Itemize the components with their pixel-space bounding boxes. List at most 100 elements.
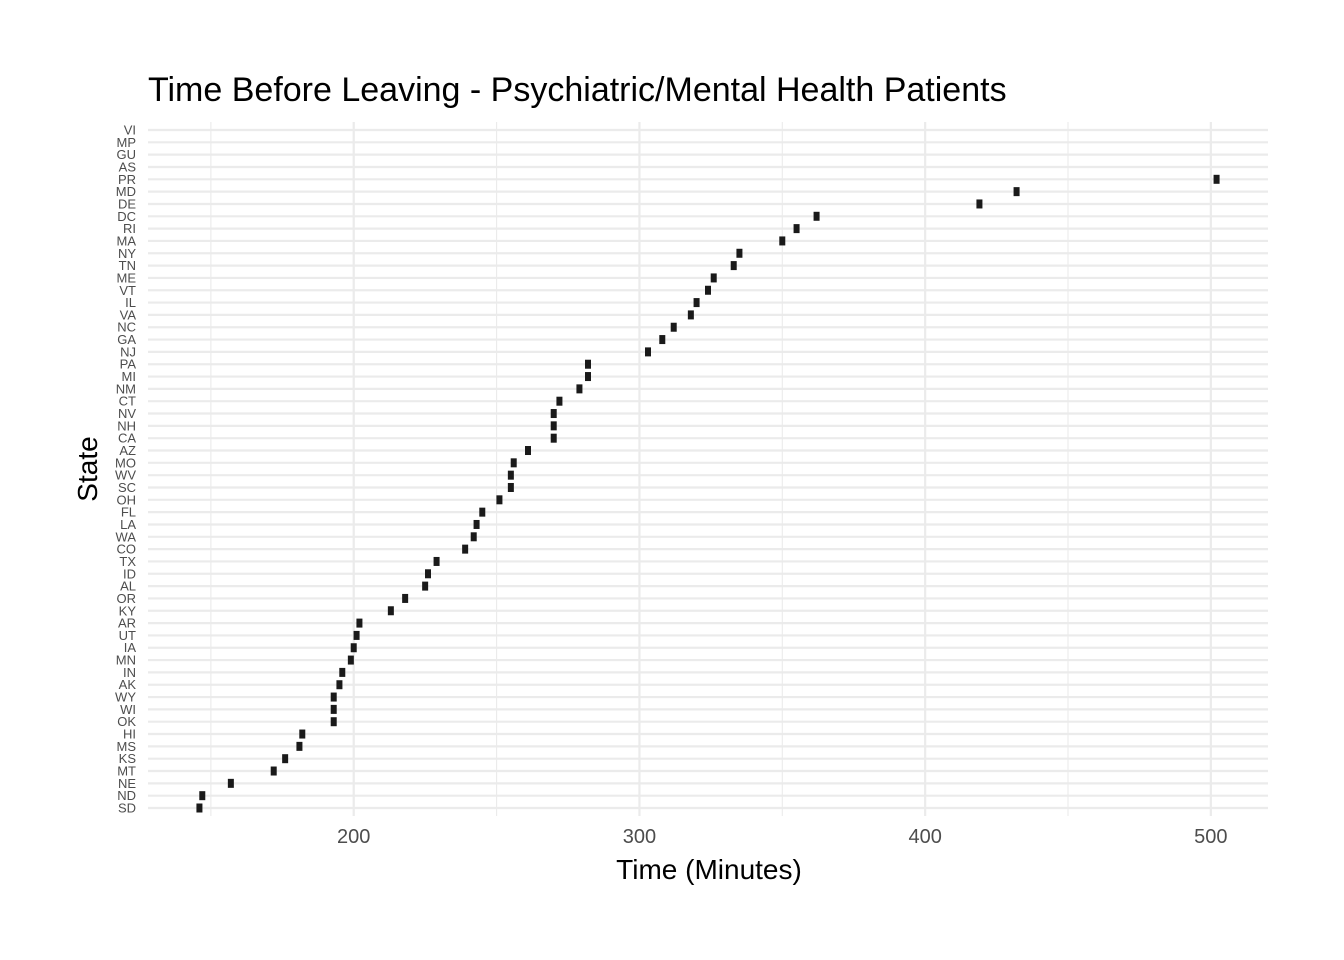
point-nv (550, 409, 557, 419)
point-nd (199, 791, 206, 801)
point-de (976, 199, 983, 209)
point-in (339, 667, 346, 677)
point-la (473, 519, 480, 529)
point-mi (585, 372, 591, 382)
point-ri (793, 224, 800, 234)
y-tick-label-ok: OK (117, 714, 136, 729)
y-tick-label-in: IN (123, 665, 136, 680)
y-tick-label-ma: MA (117, 233, 137, 248)
y-tick-label-vi: VI (124, 123, 136, 138)
y-tick-label-mp: MP (117, 135, 137, 150)
x-axis-tick-labels: 200 300 400 500 (337, 826, 1228, 848)
x-axis-title: Time (Minutes) (616, 854, 802, 885)
y-tick-label-as: AS (119, 159, 137, 174)
grid (148, 122, 1268, 816)
point-ia (350, 643, 357, 653)
chart-title: Time Before Leaving - Psychiatric/Mental… (148, 71, 1007, 109)
y-tick-label-mi: MI (122, 369, 136, 384)
point-ne (227, 778, 234, 788)
point-vt (705, 285, 711, 295)
point-hi (299, 729, 306, 739)
point-wv (507, 470, 514, 480)
point-mo (510, 458, 517, 468)
y-tick-label-ga: GA (117, 332, 136, 347)
point-pr (1213, 174, 1220, 184)
point-tn (730, 261, 737, 271)
y-tick-label-de: DE (118, 196, 136, 211)
y-axis-tick-labels: SDNDNEMTKSMSHIOKWIWYAKINMNIAUTARKYORALID… (115, 123, 136, 816)
x-tick-label-300: 300 (623, 826, 656, 848)
y-tick-label-ri: RI (123, 221, 136, 236)
y-tick-label-ky: KY (119, 603, 137, 618)
y-tick-label-mn: MN (116, 653, 136, 668)
y-tick-label-id: ID (123, 566, 136, 581)
y-tick-label-nd: ND (117, 788, 136, 803)
y-tick-label-md: MD (116, 184, 136, 199)
point-ms (296, 741, 303, 751)
y-tick-label-ne: NE (118, 776, 136, 791)
point-nj (645, 347, 651, 357)
y-tick-label-nm: NM (116, 381, 136, 396)
y-tick-label-la: LA (120, 517, 136, 532)
y-tick-label-vt: VT (119, 283, 136, 298)
point-sc (507, 482, 514, 492)
y-tick-label-sc: SC (118, 480, 136, 495)
y-tick-label-il: IL (125, 295, 136, 310)
y-tick-label-sd: SD (118, 801, 136, 816)
point-va (687, 310, 694, 320)
point-nh (550, 421, 557, 431)
y-tick-label-wi: WI (120, 702, 136, 717)
y-tick-label-tn: TN (119, 258, 136, 273)
point-ct (556, 396, 563, 406)
point-mn (347, 655, 354, 665)
y-tick-label-ny: NY (118, 246, 136, 261)
y-tick-label-pa: PA (120, 357, 137, 372)
y-tick-label-ca: CA (118, 431, 136, 446)
point-md (1013, 187, 1020, 197)
point-al (422, 581, 429, 591)
y-tick-label-ar: AR (118, 616, 136, 631)
point-nc (670, 322, 677, 332)
data-points (196, 174, 1220, 813)
y-tick-label-fl: FL (121, 505, 136, 520)
y-tick-label-tx: TX (119, 554, 136, 569)
y-tick-label-mt: MT (117, 764, 136, 779)
x-tick-label-500: 500 (1194, 826, 1227, 848)
point-tx (433, 556, 440, 566)
point-ma (779, 236, 786, 246)
point-wy (330, 692, 337, 702)
point-pa (585, 359, 591, 369)
point-id (425, 569, 431, 579)
y-tick-label-ia: IA (124, 640, 137, 655)
y-tick-label-ut: UT (119, 628, 136, 643)
y-tick-label-mo: MO (115, 455, 136, 470)
point-wi (330, 704, 337, 714)
point-ny (736, 248, 743, 258)
y-tick-label-co: CO (117, 542, 137, 557)
point-sd (196, 803, 203, 813)
point-ks (282, 754, 289, 764)
point-fl (479, 507, 486, 517)
point-ga (659, 335, 666, 345)
point-ar (356, 618, 363, 628)
y-tick-label-ks: KS (119, 751, 137, 766)
y-tick-label-nc: NC (117, 320, 136, 335)
point-dc (813, 211, 820, 221)
point-me (710, 273, 717, 283)
y-tick-label-az: AZ (119, 443, 136, 458)
x-tick-label-400: 400 (908, 826, 941, 848)
y-tick-label-wy: WY (115, 690, 136, 705)
y-tick-label-me: ME (117, 270, 137, 285)
x-tick-label-200: 200 (337, 826, 370, 848)
y-tick-label-ct: CT (119, 394, 136, 409)
point-ak (336, 680, 343, 690)
point-az (525, 446, 531, 456)
point-wa (470, 532, 477, 542)
point-nm (576, 384, 583, 394)
y-tick-label-wa: WA (116, 529, 137, 544)
y-tick-label-dc: DC (117, 209, 136, 224)
point-ky (387, 606, 394, 616)
y-tick-label-nj: NJ (120, 344, 136, 359)
y-tick-label-or: OR (117, 591, 137, 606)
